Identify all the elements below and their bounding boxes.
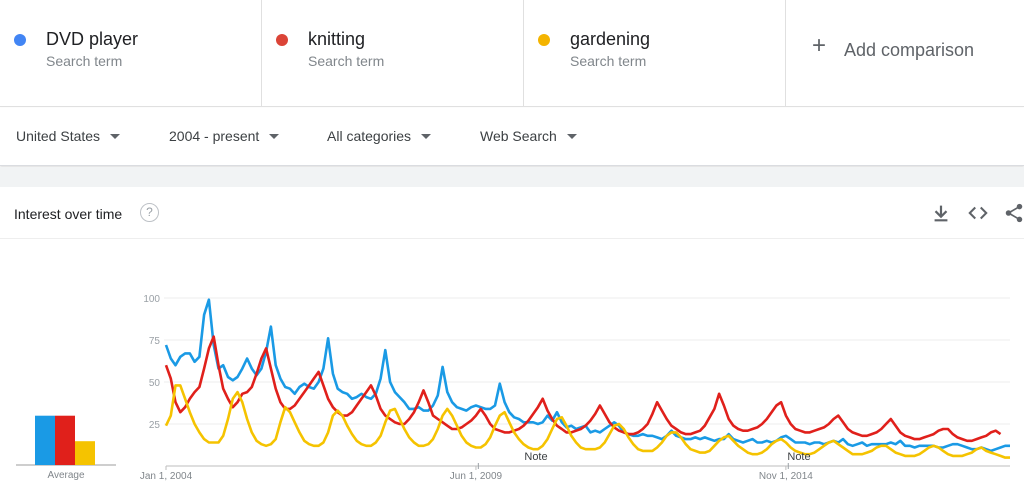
series-color-dot bbox=[538, 34, 550, 46]
interest-chart: 25 50 75 100 Jan 1, 2004 Jun 1, 2009 Nov 1, 20… bbox=[16, 294, 1010, 482]
region-label: United States bbox=[16, 128, 101, 144]
average-bar-gardening bbox=[75, 441, 95, 465]
series-line-knitting bbox=[164, 335, 1002, 443]
region-dropdown[interactable]: United States bbox=[16, 128, 121, 144]
time-range-label: 2004 - present bbox=[169, 128, 260, 144]
average-bar-dvd-player bbox=[35, 415, 55, 465]
average-label: Average bbox=[47, 470, 85, 481]
y-tick-label: 25 bbox=[149, 420, 161, 431]
category-dropdown[interactable]: All categories bbox=[327, 128, 432, 144]
category-label: All categories bbox=[327, 128, 412, 144]
add-comparison-label: Add comparison bbox=[844, 40, 975, 60]
series-color-dot bbox=[14, 34, 26, 46]
add-comparison-button[interactable]: + Add comparison bbox=[786, 0, 1024, 107]
series-line-dvd-player bbox=[164, 298, 1010, 453]
x-tick-label: Nov 1, 2014 bbox=[759, 471, 813, 482]
search-type-dropdown[interactable]: Web Search bbox=[480, 128, 577, 144]
embed-icon[interactable] bbox=[967, 202, 989, 224]
series-color-dot bbox=[276, 34, 288, 46]
chart-grid: 25 50 75 100 Jan 1, 2004 Jun 1, 2009 Nov 1, 20… bbox=[140, 294, 1010, 482]
y-tick-label: 100 bbox=[143, 294, 160, 305]
x-tick-label: Jun 1, 2009 bbox=[450, 471, 503, 482]
term-type-label: Search term bbox=[46, 53, 123, 69]
filter-bar: United States 2004 - present All categor… bbox=[0, 108, 1024, 166]
caret-down-icon bbox=[110, 133, 121, 139]
term-type-label: Search term bbox=[570, 53, 647, 69]
interest-over-time-card: Interest over time ? 25 50 75 100 Jan 1, 200… bbox=[0, 187, 1024, 499]
comparison-bar: DVD player Search term knitting Search t… bbox=[0, 0, 1024, 107]
x-tick-label: Jan 1, 2004 bbox=[140, 471, 193, 482]
y-tick-label: 75 bbox=[149, 336, 161, 347]
search-term-dvd-player[interactable]: DVD player Search term bbox=[0, 0, 262, 107]
plus-icon: + bbox=[812, 32, 827, 59]
caret-down-icon bbox=[421, 133, 432, 139]
caret-down-icon bbox=[566, 133, 577, 139]
average-bar-knitting bbox=[55, 415, 75, 465]
download-icon[interactable] bbox=[930, 202, 952, 224]
chart-lines bbox=[164, 298, 1010, 459]
term-label: gardening bbox=[570, 29, 651, 49]
search-term-knitting[interactable]: knitting Search term bbox=[262, 0, 524, 107]
help-icon[interactable]: ? bbox=[140, 203, 159, 222]
time-range-dropdown[interactable]: 2004 - present bbox=[169, 128, 280, 144]
search-term-gardening[interactable]: gardening Search term bbox=[524, 0, 786, 107]
search-type-label: Web Search bbox=[480, 128, 557, 144]
note-marker[interactable]: Note bbox=[787, 451, 810, 463]
series-line-gardening bbox=[164, 384, 1010, 459]
y-tick-label: 50 bbox=[149, 378, 161, 389]
term-label: DVD player bbox=[46, 29, 139, 49]
section-divider bbox=[0, 167, 1024, 187]
share-icon[interactable] bbox=[1003, 202, 1024, 224]
caret-down-icon bbox=[269, 133, 280, 139]
note-marker[interactable]: Note bbox=[524, 451, 547, 463]
average-bars bbox=[16, 415, 116, 466]
card-title: Interest over time bbox=[14, 206, 123, 222]
term-type-label: Search term bbox=[308, 53, 385, 69]
card-header: Interest over time ? bbox=[0, 187, 1024, 239]
term-label: knitting bbox=[308, 29, 366, 49]
